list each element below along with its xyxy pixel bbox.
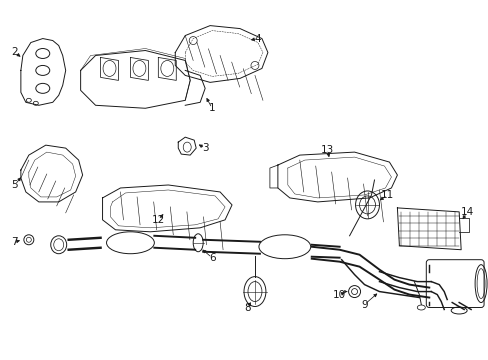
Text: 6: 6 (208, 253, 215, 263)
Text: 2: 2 (12, 48, 18, 58)
Text: 10: 10 (332, 289, 346, 300)
Text: 14: 14 (460, 207, 473, 217)
Text: 8: 8 (244, 302, 251, 312)
Text: 13: 13 (321, 145, 334, 155)
Text: 4: 4 (254, 33, 261, 44)
Text: 11: 11 (380, 190, 393, 200)
Text: 7: 7 (12, 237, 18, 247)
Text: 9: 9 (361, 300, 367, 310)
Text: 5: 5 (12, 180, 18, 190)
Text: 3: 3 (202, 143, 208, 153)
Text: 1: 1 (208, 103, 215, 113)
Text: 12: 12 (151, 215, 164, 225)
